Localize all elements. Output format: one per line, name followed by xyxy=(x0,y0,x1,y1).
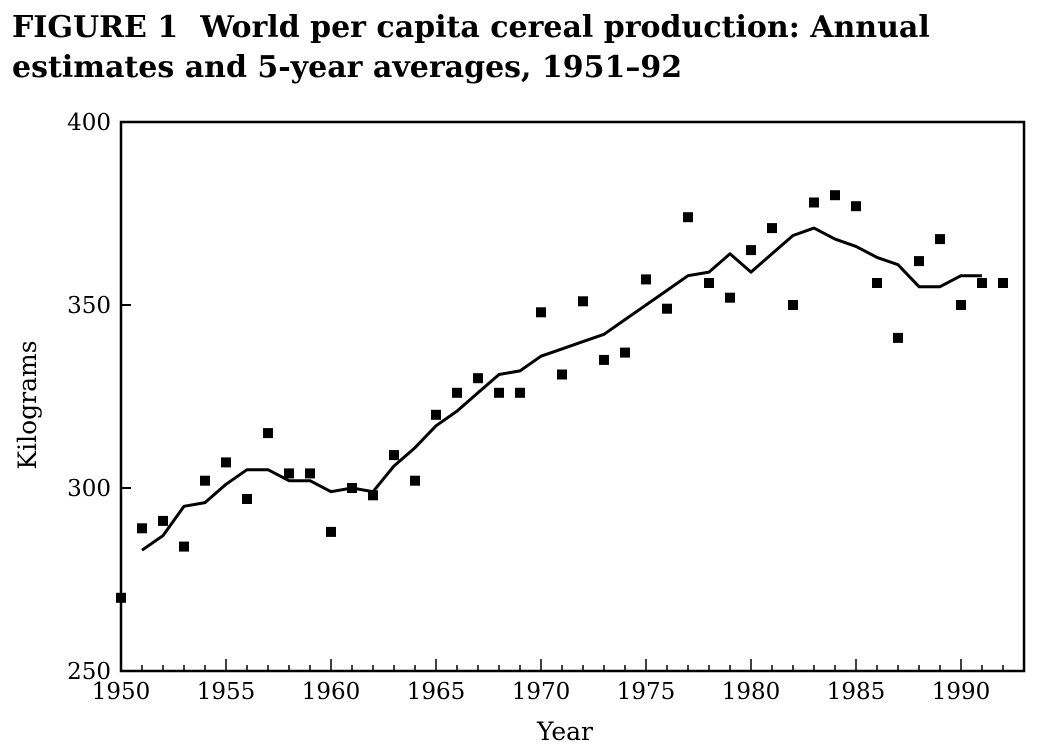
x-tick-label: 1985 xyxy=(827,679,886,705)
x-tick-label: 1975 xyxy=(617,679,676,705)
data-point xyxy=(830,190,840,201)
data-point xyxy=(662,303,672,314)
data-point xyxy=(998,278,1008,288)
data-point xyxy=(788,300,798,310)
data-point xyxy=(284,468,294,479)
data-point xyxy=(704,278,714,288)
y-tick-label: 350 xyxy=(67,293,111,319)
x-axis-title: Year xyxy=(536,717,593,746)
data-point xyxy=(935,234,945,245)
data-point xyxy=(557,369,567,380)
data-point xyxy=(326,526,336,537)
data-point xyxy=(620,347,630,358)
data-point xyxy=(767,223,777,234)
x-tick-label: 1960 xyxy=(302,679,361,705)
figure-title-line2: estimates and 5-year averages, 1951–92 xyxy=(12,50,683,85)
data-point xyxy=(494,387,504,398)
data-point xyxy=(725,292,735,303)
data-point xyxy=(158,515,168,526)
data-point xyxy=(452,387,462,398)
data-point xyxy=(809,197,819,208)
y-tick-label: 400 xyxy=(67,110,111,136)
data-point xyxy=(200,475,210,486)
x-tick-label: 1970 xyxy=(512,679,571,705)
series-markers xyxy=(116,190,1008,603)
x-tick-label: 1980 xyxy=(722,679,781,705)
data-point xyxy=(473,373,483,384)
data-point xyxy=(305,468,315,479)
data-point xyxy=(851,201,861,212)
y-axis: 250 300 350 400 xyxy=(67,110,131,685)
data-point xyxy=(116,592,126,603)
data-point xyxy=(746,245,756,256)
plot-frame xyxy=(119,120,1026,673)
figure-title: FIGURE 1 World per capita cereal producti… xyxy=(12,8,1012,88)
data-point xyxy=(578,296,588,307)
data-point xyxy=(389,450,399,461)
series-line xyxy=(141,226,982,552)
x-axis: 1950 1955 1960 1965 1970 1975 1980 1985 1990 xyxy=(92,659,1025,705)
data-point xyxy=(368,490,378,501)
y-tick-label: 250 xyxy=(67,659,111,685)
data-point xyxy=(263,428,273,439)
y-tick-label: 300 xyxy=(67,476,111,502)
data-point xyxy=(956,300,966,310)
y-axis-title: Kilograms xyxy=(13,340,42,469)
data-point xyxy=(914,256,924,267)
x-tick-label: 1990 xyxy=(932,679,991,705)
figure-title-line1: World per capita cereal production: Annu… xyxy=(200,10,930,45)
data-point xyxy=(137,523,147,534)
data-point xyxy=(683,212,693,223)
data-point xyxy=(893,332,903,343)
data-point xyxy=(242,494,252,504)
x-tick-label: 1950 xyxy=(92,679,151,705)
data-point xyxy=(599,354,609,365)
data-point xyxy=(347,483,357,493)
data-point xyxy=(221,457,231,468)
data-point xyxy=(641,274,651,285)
data-point xyxy=(179,541,189,552)
x-tick-label: 1955 xyxy=(197,679,256,705)
data-point xyxy=(410,475,420,486)
x-tick-label: 1965 xyxy=(407,679,466,705)
figure-label: FIGURE 1 xyxy=(12,10,179,45)
data-point xyxy=(431,409,441,420)
data-point xyxy=(515,387,525,398)
data-point xyxy=(872,278,882,288)
data-point xyxy=(977,278,987,288)
data-point xyxy=(536,307,546,318)
